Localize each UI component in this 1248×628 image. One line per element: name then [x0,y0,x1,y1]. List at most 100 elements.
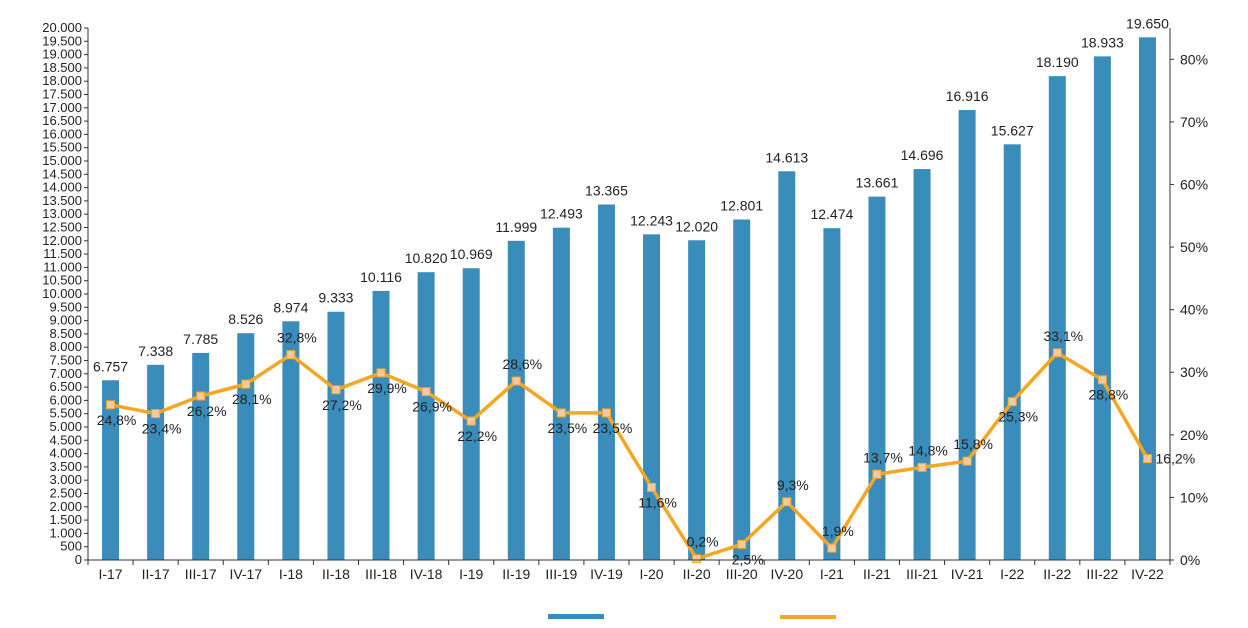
right-tick-label: 0% [1180,552,1200,568]
bar-value-label: 11.999 [495,219,537,235]
left-tick-label: 12.500 [42,220,82,235]
x-tick-label: III-20 [726,566,758,582]
bar [688,240,706,560]
line-point [962,456,972,466]
bar-value-label: 16.916 [946,88,989,104]
left-tick-label: 4.000 [49,446,82,461]
line-point [601,408,611,418]
line-point [421,387,431,397]
line-path [110,351,1149,561]
x-tick-label: IV-21 [951,566,984,582]
bar-value-label: 14.696 [901,147,944,163]
line-point [196,391,206,401]
x-tick-label: III-17 [185,566,217,582]
x-tick-label: I-20 [639,566,663,582]
x-tick-label: I-19 [459,566,483,582]
bar-value-labels: 6.757 7.338 7.785 8.526 8.974 9.333 10.11610.8… [93,15,1169,374]
right-tick-label: 30% [1180,364,1208,380]
line-point [1052,348,1062,358]
left-tick-label: 16.000 [42,126,82,141]
line-point [466,416,476,426]
left-tick-label: 20.000 [42,20,82,35]
bar [643,234,661,561]
left-tick-label: 3.500 [49,459,82,474]
left-tick-label: 10.000 [42,286,82,301]
right-tick-label: 60% [1180,176,1208,192]
left-tick-label: 3.000 [49,472,82,487]
x-tick-label: III-22 [1086,566,1118,582]
x-tick-label: III-21 [906,566,938,582]
left-tick-label: 12.000 [42,233,82,248]
left-tick-label: 8.000 [49,339,82,354]
left-tick-label: 19.500 [42,33,82,48]
bar [417,272,435,560]
bar-value-label: 12.243 [630,212,673,228]
line-value-label: 15,8% [953,436,993,452]
bar [552,227,570,560]
x-tick-label: II-19 [502,566,530,582]
left-tick-label: 13.000 [42,206,82,221]
left-tick-label: 1.500 [49,512,82,527]
left-tick-label: 500 [60,539,82,554]
bar [597,204,615,560]
bar-value-label: 7.338 [138,343,173,359]
bar [237,333,255,560]
bar [327,311,345,560]
bar [733,219,751,560]
left-tick-label: 11.500 [43,246,82,261]
right-tick-label: 20% [1180,427,1208,443]
line-point [737,539,747,549]
line-point [556,408,566,418]
bar [372,290,390,560]
line-value-label: 11,6% [638,494,677,510]
line-value-label: 9,3% [777,477,809,493]
line-point [286,350,296,360]
x-tick-label: I-22 [1000,566,1024,582]
left-tick-label: 14.500 [42,166,82,181]
line-value-label: 25,3% [998,409,1038,425]
bar-value-label: 12.474 [810,206,853,222]
right-tick-label: 10% [1180,489,1208,505]
line-point [647,482,657,492]
bar-value-label: 12.801 [720,197,763,213]
bar-value-label: 8.974 [273,299,308,315]
bar [507,240,525,560]
line-value-label: 13,7% [863,449,903,465]
x-tick-label: III-19 [545,566,577,582]
line-value-label: 33,1% [1043,328,1083,344]
line-point [827,543,837,553]
left-tick-label: 6.500 [49,379,82,394]
left-tick-label: 10.500 [42,273,82,288]
line-value-label: 27,2% [322,397,362,413]
line-point [376,368,386,378]
bar-value-label: 18.190 [1036,54,1079,70]
bar-value-label: 10.820 [405,250,448,266]
line-point [241,379,251,389]
right-axis: 0% 10% 20% 30% 40% 50% 60% 70% 80% [1169,28,1208,568]
bar [823,228,841,561]
left-tick-label: 9.500 [49,299,82,314]
left-tick-label: 18.000 [42,73,82,88]
line-point [1007,397,1017,407]
bar-value-label: 6.757 [93,358,128,374]
x-tick-label: IV-20 [770,566,803,582]
left-tick-label: 16.500 [42,113,82,128]
x-tick-label: IV-19 [590,566,623,582]
bar-value-label: 18.933 [1081,34,1124,50]
line-value-label: 14,8% [908,442,948,458]
bar [147,364,165,560]
line-value-label: 28,1% [232,391,272,407]
left-tick-label: 7.000 [49,366,82,381]
line-value-label: 2,5% [732,551,764,567]
line-value-label: 24,8% [97,412,137,428]
right-tick-label: 40% [1180,302,1208,318]
left-tick-label: 17.000 [42,100,82,115]
legend-swatch-bars [548,614,604,619]
x-tick-label: II-17 [142,566,170,582]
left-tick-label: 11.000 [43,259,82,274]
bar-value-label: 12.020 [675,218,718,234]
bar-value-label: 14.613 [765,149,808,165]
left-tick-label: 13.500 [42,193,82,208]
bar-value-label: 8.526 [228,311,263,327]
